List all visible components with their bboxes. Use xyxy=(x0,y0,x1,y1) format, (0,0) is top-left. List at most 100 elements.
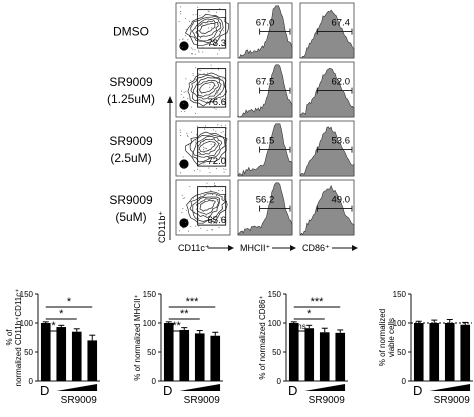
x-axis-label: SR9009 xyxy=(184,395,221,406)
contour-line xyxy=(186,191,228,224)
event-dot xyxy=(183,96,185,98)
x-axis-label: SR9009 xyxy=(61,395,98,406)
event-dot xyxy=(218,142,220,144)
bar xyxy=(210,335,221,381)
event-dot xyxy=(215,130,217,132)
event-dot xyxy=(211,201,213,203)
significance-label: *** xyxy=(311,296,325,308)
event-dot xyxy=(187,39,189,41)
y-axis-label: % of normalized MHCII⁺ xyxy=(133,294,142,380)
dose-triangle-icon xyxy=(304,384,346,391)
event-dot xyxy=(222,136,224,138)
event-dot xyxy=(201,92,203,94)
event-dot xyxy=(211,102,213,103)
event-dot xyxy=(216,217,218,219)
event-dot xyxy=(189,147,191,149)
event-dot xyxy=(185,222,187,223)
significance-label: * xyxy=(59,308,64,320)
significance-label: ns xyxy=(297,322,305,331)
event-dot xyxy=(218,190,220,191)
event-dot xyxy=(182,38,184,40)
flow-row: 65.6 56.2 49.0 xyxy=(175,179,355,236)
y-tick-label: 100 xyxy=(268,319,282,328)
event-dot xyxy=(198,73,200,75)
y-tick-label: 100 xyxy=(20,319,34,328)
flow-row: 72.0 61.5 53.6 xyxy=(175,120,355,177)
significance-label: ** xyxy=(172,320,181,332)
event-dot xyxy=(195,78,197,80)
arrow-head xyxy=(228,245,234,251)
contour-line xyxy=(196,198,220,215)
contour-line xyxy=(181,102,187,108)
gate-value: 78.3 xyxy=(208,38,227,49)
contour-line xyxy=(189,134,226,163)
contour-line xyxy=(179,218,189,228)
event-dot xyxy=(182,227,184,229)
event-dot xyxy=(221,190,223,191)
y-tick-label: 100 xyxy=(143,319,157,328)
event-dot xyxy=(181,194,183,196)
event-dot xyxy=(198,198,200,200)
event-dot xyxy=(197,168,198,170)
event-dot xyxy=(198,91,200,93)
event-dot xyxy=(205,215,207,217)
event-dot xyxy=(198,218,200,220)
flow-row: 78.3 67.0 67.4 xyxy=(175,2,355,59)
contour-line xyxy=(191,18,222,42)
contour-line xyxy=(179,159,189,169)
event-dot xyxy=(190,226,192,228)
event-dot xyxy=(206,101,208,103)
event-dot xyxy=(190,47,192,49)
event-dot xyxy=(199,88,201,90)
event-dot xyxy=(215,223,217,224)
category-label: D xyxy=(40,383,49,398)
event-dot xyxy=(219,36,221,38)
event-dot xyxy=(210,223,212,224)
event-dot xyxy=(220,132,222,134)
event-dot xyxy=(184,35,186,37)
event-dot xyxy=(192,72,194,74)
y-tick-label: 150 xyxy=(20,290,34,299)
event-dot xyxy=(204,147,206,149)
arrow-head xyxy=(352,245,358,251)
event-dot xyxy=(200,156,202,158)
event-dot xyxy=(206,43,208,45)
event-dot xyxy=(195,225,197,227)
row-label: (5uM) xyxy=(115,210,146,224)
event-dot xyxy=(212,141,214,143)
event-dot xyxy=(195,67,197,69)
event-dot xyxy=(209,84,211,86)
event-dot xyxy=(185,78,187,80)
y-tick-label: 100 xyxy=(393,319,407,328)
y-axis-label: % of xyxy=(5,329,14,346)
bar xyxy=(179,329,190,381)
event-dot xyxy=(215,144,217,146)
contour-line xyxy=(199,199,216,212)
event-dot xyxy=(226,127,228,129)
contour-line xyxy=(197,138,219,156)
contour-line xyxy=(181,220,187,226)
event-dot xyxy=(202,139,204,141)
histogram-fill xyxy=(299,126,355,177)
bar xyxy=(56,327,67,381)
event-dot xyxy=(206,182,208,184)
event-dot xyxy=(201,16,203,18)
event-dot xyxy=(214,182,215,184)
event-dot xyxy=(200,195,202,197)
event-dot xyxy=(187,98,189,100)
event-dot xyxy=(225,169,227,170)
event-dot xyxy=(183,91,185,93)
event-dot xyxy=(194,211,196,213)
event-dot xyxy=(218,49,220,51)
event-dot xyxy=(207,10,209,12)
event-dot xyxy=(213,137,215,139)
histogram-fill xyxy=(299,67,355,118)
event-dot xyxy=(179,39,180,41)
row-label: SR9009 xyxy=(109,193,153,207)
contour-line xyxy=(185,131,228,166)
bar xyxy=(460,324,471,381)
event-dot xyxy=(187,136,189,137)
event-dot xyxy=(195,140,197,142)
event-dot xyxy=(181,90,182,92)
